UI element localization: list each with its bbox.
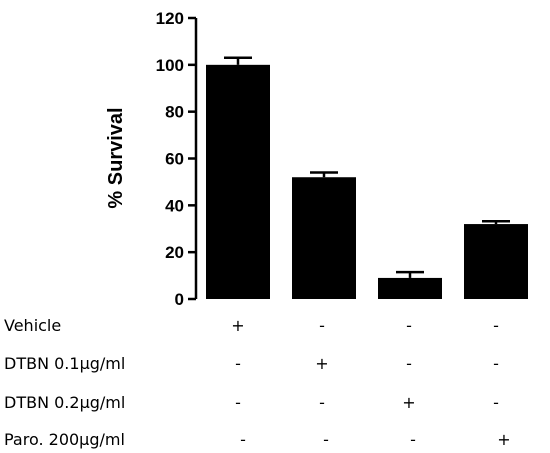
treatment-sign: + — [231, 316, 244, 335]
y-tick-label: 0 — [175, 290, 184, 309]
treatment-sign: + — [315, 354, 328, 373]
y-tick-label: 60 — [165, 150, 184, 169]
y-tick-label: 120 — [156, 9, 184, 28]
treatment-row-label: Paro. 200µg/ml — [4, 430, 125, 449]
treatment-sign: - — [319, 316, 325, 335]
treatment-sign: - — [240, 430, 246, 449]
bar — [464, 224, 528, 299]
treatment-sign: - — [493, 316, 499, 335]
y-tick-label: 20 — [165, 243, 184, 262]
y-tick-label: 80 — [165, 103, 184, 122]
treatment-sign: - — [406, 354, 412, 373]
treatment-row-label: Vehicle — [4, 316, 61, 335]
treatment-sign: - — [410, 430, 416, 449]
bar — [378, 277, 442, 299]
y-axis-title: % Survival — [105, 107, 127, 208]
treatment-sign: + — [402, 393, 415, 412]
treatment-sign: - — [235, 354, 241, 373]
treatment-sign: + — [497, 430, 510, 449]
treatment-sign: - — [406, 316, 412, 335]
treatment-row-label: DTBN 0.2µg/ml — [4, 393, 125, 412]
y-tick-label: 100 — [156, 56, 184, 75]
treatment-sign: - — [235, 393, 241, 412]
treatment-sign: - — [493, 393, 499, 412]
bar — [292, 177, 356, 299]
treatment-row-label: DTBN 0.1µg/ml — [4, 354, 125, 373]
y-tick-label: 40 — [165, 196, 184, 215]
treatment-sign: - — [323, 430, 329, 449]
bar — [206, 64, 270, 299]
treatment-sign: - — [493, 354, 499, 373]
treatment-table: Vehicle + - - - DTBN 0.1µg/ml - + - - DTBN 0.2µg/m… — [4, 316, 511, 449]
bars-group — [206, 56, 528, 299]
axis-group: 0 20 40 60 80 100 120 — [156, 9, 198, 309]
treatment-sign: - — [319, 393, 325, 412]
